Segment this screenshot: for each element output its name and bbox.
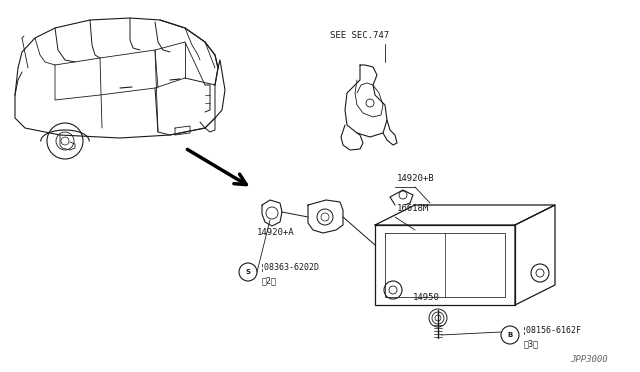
Text: ¦08156-6162F: ¦08156-6162F [522,326,582,335]
Text: 14950: 14950 [413,293,440,302]
Text: B: B [508,332,513,338]
Text: 16618M: 16618M [397,204,429,213]
Text: S: S [246,269,250,275]
Text: 14920+B: 14920+B [397,174,435,183]
Text: 14920+A: 14920+A [257,228,294,237]
Text: （2）: （2） [262,276,277,285]
Text: ¦08363-6202D: ¦08363-6202D [260,263,320,272]
Text: SEE SEC.747: SEE SEC.747 [330,31,389,40]
Text: （3）: （3） [524,339,539,348]
Text: JPP3000: JPP3000 [570,355,607,364]
